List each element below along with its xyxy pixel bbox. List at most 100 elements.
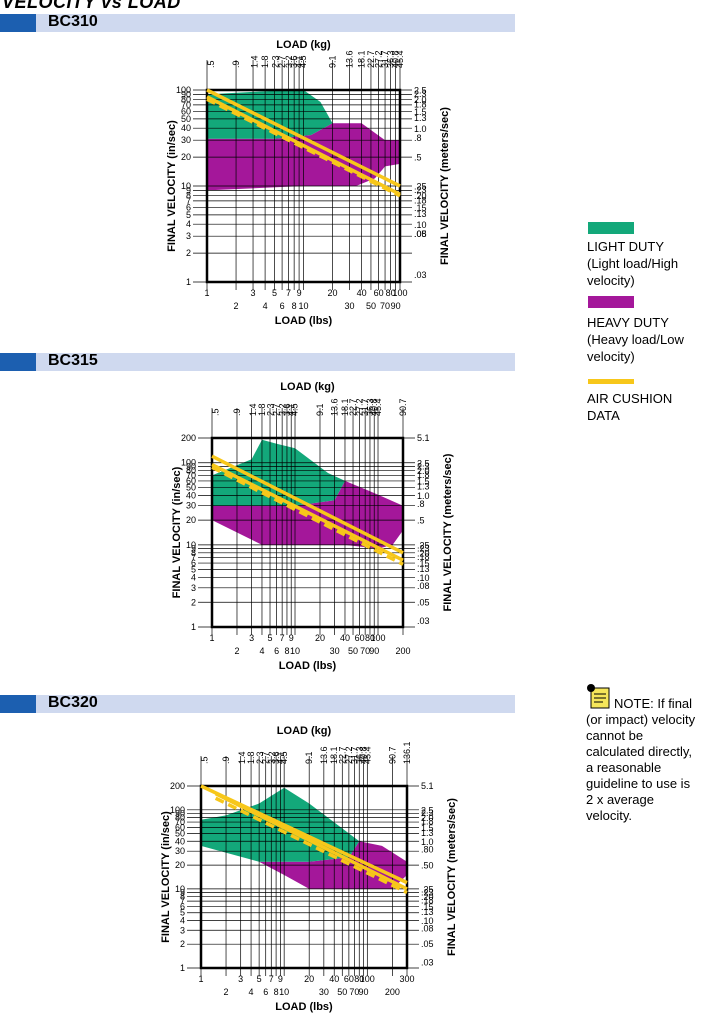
section-band-bc310: BC310	[0, 13, 515, 32]
y-tick-label: 100	[176, 85, 191, 95]
x2-tick-label: 36.3	[354, 746, 364, 764]
y-tick-label: 80	[186, 466, 196, 476]
y-tick-label: 80	[181, 94, 191, 104]
x2-tick-label: 2.3	[255, 751, 265, 764]
y2-tick-label: .08	[414, 229, 427, 239]
light-duty-region	[207, 90, 333, 139]
legend-label-light-duty: LIGHT DUTY (Light load/High velocity)	[587, 239, 679, 288]
x-tick-label: 60	[344, 974, 354, 984]
x2-tick-label: 22.7	[348, 398, 358, 416]
y2-tick-label: .23	[414, 185, 427, 195]
y2-tick-label: .8	[414, 133, 422, 143]
x2-tick-label: 13.6	[345, 50, 355, 68]
y2-tick-label: .18	[421, 896, 434, 906]
y-tick-label: 7	[186, 196, 191, 206]
x2-tick-label: .5	[210, 408, 220, 416]
x-tick-label: 90	[391, 301, 401, 311]
legend-swatch-light-duty	[588, 222, 634, 234]
y-tick-label: 50	[186, 482, 196, 492]
y-tick-label: 1	[186, 277, 191, 287]
x-tick-label: 90	[369, 646, 379, 656]
y-tick-label: 50	[175, 829, 185, 839]
x-tick-label: 90	[359, 987, 369, 997]
x-tick-label: 9	[278, 974, 283, 984]
x2-tick-label: 40.8	[391, 50, 401, 68]
x-axis-title: LOAD (lbs)	[279, 660, 337, 672]
y-tick-label: 30	[186, 501, 196, 511]
x-tick-label: 7	[286, 288, 291, 298]
y2-tick-label: .03	[417, 616, 430, 626]
x2-tick-label: 4.1	[286, 403, 296, 416]
y2-tick-label: 1.5	[421, 823, 434, 833]
page-title: VELOCITY vs LOAD	[2, 0, 181, 12]
y-tick-label: 200	[181, 433, 196, 443]
y-tick-label: 10	[175, 884, 185, 894]
x-tick-label: 80	[386, 288, 396, 298]
x-tick-label: 7	[280, 633, 285, 643]
y-tick-label: 2	[186, 248, 191, 258]
x-tick-label: 30	[345, 301, 355, 311]
x2-tick-label: 3.2	[267, 751, 277, 764]
y-tick-label: 1	[191, 622, 196, 632]
section-title-bc310: BC310	[48, 13, 98, 30]
section-band-bc320: BC320	[0, 694, 515, 713]
x-tick-label: 30	[330, 646, 340, 656]
x-tick-label: 60	[374, 288, 384, 298]
x-tick-label: 80	[365, 633, 375, 643]
y-tick-label: 1	[180, 963, 185, 973]
y2-tick-label: 2.0	[414, 95, 427, 105]
x2-tick-label: 31.7	[360, 398, 370, 416]
y2-tick-label: .13	[414, 209, 427, 219]
x2-tick-label: .9	[231, 60, 241, 68]
y-tick-label: 80	[175, 812, 185, 822]
x2-tick-label: 4.5	[279, 751, 289, 764]
y-tick-label: 50	[181, 114, 191, 124]
y-tick-label: 7	[180, 896, 185, 906]
air-cushion-line	[206, 88, 401, 188]
y-axis-title: FINAL VELOCITY (in/sec)	[171, 466, 183, 598]
x2-tick-label: 31.7	[349, 746, 359, 764]
x2-tick-label: 1.8	[260, 55, 270, 68]
x2-axis-title: LOAD (kg)	[277, 725, 332, 737]
y2-tick-label: 5.1	[421, 781, 434, 791]
x-tick-label: 5	[268, 633, 273, 643]
y2-tick-label: .80	[421, 844, 434, 854]
x-tick-label: 3	[251, 288, 256, 298]
y2-tick-label: 1.3	[417, 482, 430, 492]
x2-tick-label: 45.4	[373, 398, 383, 416]
y-tick-label: 6	[191, 558, 196, 568]
y2-tick-label: 2.3	[421, 808, 434, 818]
x2-tick-label: 136.1	[402, 741, 412, 764]
y2-tick-label: .15	[414, 203, 427, 213]
x2-tick-label: 2.7	[272, 403, 282, 416]
y-tick-label: 10	[181, 181, 191, 191]
y2-tick-label: 1.8	[421, 817, 434, 827]
y-tick-label: 20	[175, 860, 185, 870]
x2-tick-label: 1.4	[237, 751, 247, 764]
x-tick-label: 100	[392, 288, 407, 298]
x-tick-label: 5	[272, 288, 277, 298]
y-tick-label: 200	[170, 781, 185, 791]
bc320-chart: 1234567891020304050607080901002003001234…	[160, 725, 458, 1013]
y2-tick-label: .10	[417, 573, 430, 583]
y2-tick-label: 1.0	[414, 124, 427, 134]
y-tick-label: 3	[191, 583, 196, 593]
y-tick-label: 70	[181, 100, 191, 110]
y-tick-label: 60	[186, 476, 196, 486]
x-tick-label: 1	[209, 633, 214, 643]
section-band-bc315: BC315	[0, 352, 515, 371]
y2-tick-label: .20	[414, 191, 427, 201]
y-tick-label: 9	[180, 888, 185, 898]
y2-tick-label: .50	[421, 861, 434, 871]
y2-tick-label: .23	[417, 543, 430, 553]
x2-tick-label: 27.2	[355, 398, 365, 416]
y-tick-label: 5	[191, 565, 196, 575]
x-tick-label: 50	[348, 646, 358, 656]
y2-tick-label: 1.3	[421, 828, 434, 838]
x-tick-label: 40	[357, 288, 367, 298]
x-tick-label: 50	[366, 301, 376, 311]
y-tick-label: 4	[186, 219, 191, 229]
x2-axis-title: LOAD (kg)	[280, 381, 335, 393]
x2-tick-label: 40.8	[359, 746, 369, 764]
y2-tick-label: .18	[417, 552, 430, 562]
